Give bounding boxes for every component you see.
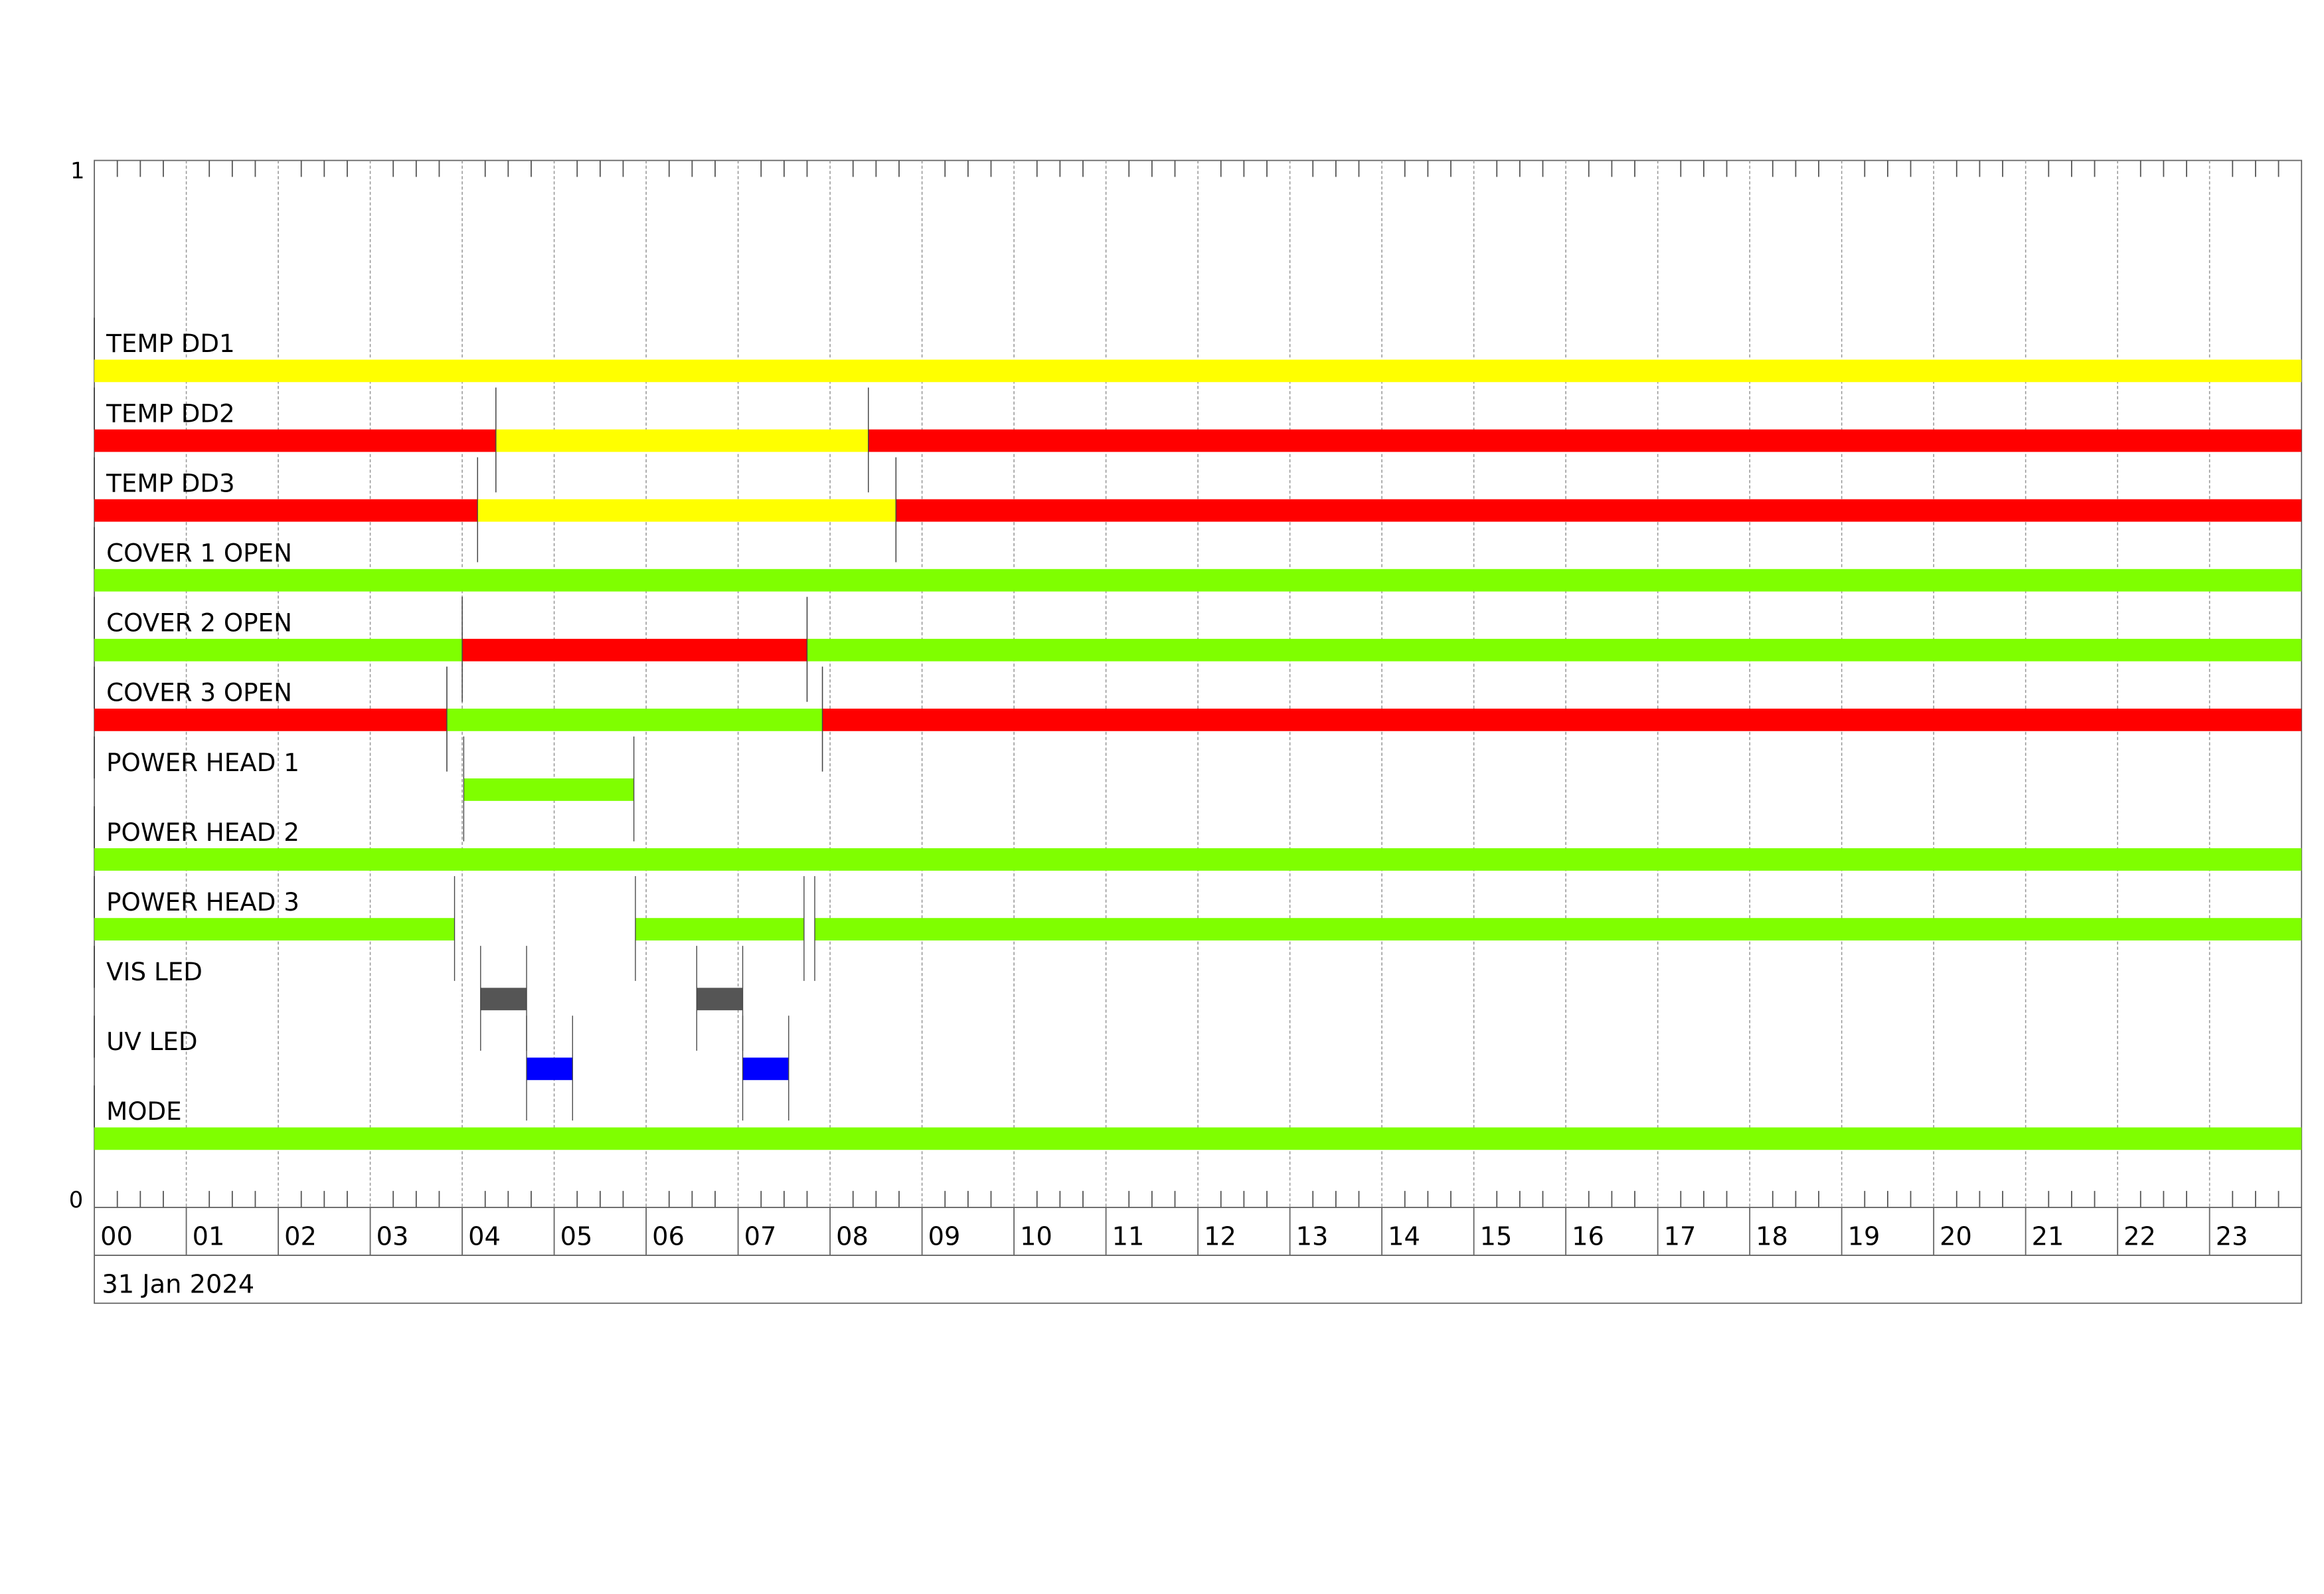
date-label: 31 Jan 2024 (102, 1269, 254, 1299)
x-tick-label: 21 (2032, 1221, 2064, 1251)
series-label: POWER HEAD 3 (106, 887, 299, 917)
x-tick-label: 03 (376, 1221, 409, 1251)
x-tick-label: 18 (1756, 1221, 1788, 1251)
series-label: TEMP DD3 (106, 468, 235, 497)
x-tick-label: 07 (744, 1221, 777, 1251)
x-tick-label: 14 (1388, 1221, 1420, 1251)
x-tick-label: 02 (284, 1221, 317, 1251)
series-label: TEMP DD2 (106, 398, 235, 428)
state-bar (527, 1057, 573, 1081)
state-bar (447, 708, 823, 731)
series-label: COVER 3 OPEN (106, 678, 292, 707)
series-label: VIS LED (106, 957, 203, 986)
series-row: POWER HEAD 3 (94, 876, 2302, 981)
series-label: POWER HEAD 1 (106, 748, 299, 777)
x-tick-label: 11 (1112, 1221, 1145, 1251)
series-row: COVER 2 OPEN (94, 596, 2302, 702)
x-tick-label: 05 (560, 1221, 593, 1251)
state-bar (462, 638, 807, 662)
series-row: POWER HEAD 1 (94, 736, 635, 841)
series-row: TEMP DD1 (94, 317, 2302, 383)
x-tick-label: 09 (928, 1221, 961, 1251)
state-bar (94, 429, 496, 452)
series-row: VIS LED (94, 946, 744, 1051)
state-bar (822, 708, 2302, 731)
x-tick-label: 12 (1204, 1221, 1236, 1251)
series-label: MODE (106, 1097, 182, 1126)
state-bar (896, 499, 2302, 522)
state-bar (94, 848, 2302, 871)
series-label: POWER HEAD 2 (106, 818, 299, 847)
state-bar (94, 569, 2302, 592)
x-tick-label: 20 (1940, 1221, 1972, 1251)
series-row: COVER 1 OPEN (94, 527, 2302, 592)
state-bar (94, 499, 478, 522)
state-bar (94, 708, 448, 731)
state-bar (480, 988, 527, 1011)
series-row: UV LED (94, 1016, 789, 1121)
x-tick-label: 19 (1848, 1221, 1880, 1251)
series-label: COVER 1 OPEN (106, 538, 292, 567)
series-row: POWER HEAD 2 (94, 806, 2302, 871)
x-tick-label: 04 (468, 1221, 501, 1251)
series-row: TEMP DD2 (94, 387, 2302, 493)
x-tick-label: 15 (1480, 1221, 1513, 1251)
state-bar (477, 499, 896, 522)
state-bar (94, 1127, 2302, 1150)
x-tick-label: 06 (652, 1221, 685, 1251)
state-bar (742, 1057, 789, 1081)
state-bar (463, 778, 634, 801)
series-row: MODE (94, 1085, 2302, 1150)
state-bar (815, 918, 2302, 941)
x-tick-label: 23 (2216, 1221, 2248, 1251)
series-label: TEMP DD1 (106, 329, 235, 358)
series-label: UV LED (106, 1027, 197, 1056)
y-top-label: 1 (70, 158, 85, 184)
series-label: COVER 2 OPEN (106, 608, 292, 638)
x-tick-label: 01 (193, 1221, 225, 1251)
y-bottom-label: 0 (69, 1187, 84, 1213)
series-row: COVER 3 OPEN (94, 666, 2302, 772)
state-bar (807, 638, 2302, 662)
x-tick-label: 16 (1572, 1221, 1604, 1251)
state-bar (94, 359, 2302, 383)
state-bar (94, 638, 463, 662)
x-tick-label: 00 (100, 1221, 133, 1251)
x-tick-label: 10 (1020, 1221, 1052, 1251)
series-row: TEMP DD3 (94, 457, 2302, 563)
state-bar (868, 429, 2302, 452)
state-bar (94, 918, 455, 941)
state-bar (635, 918, 804, 941)
state-bar (495, 429, 869, 452)
x-tick-label: 13 (1296, 1221, 1329, 1251)
state-bar (697, 988, 743, 1011)
x-tick-label: 22 (2123, 1221, 2156, 1251)
x-tick-label: 17 (1664, 1221, 1697, 1251)
x-tick-label: 08 (836, 1221, 869, 1251)
